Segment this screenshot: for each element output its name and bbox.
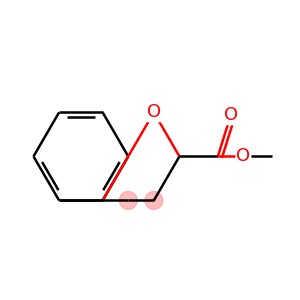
Circle shape (119, 191, 137, 209)
Text: O: O (147, 103, 161, 122)
Circle shape (145, 191, 163, 209)
Text: O: O (224, 106, 238, 124)
Text: O: O (236, 147, 250, 165)
